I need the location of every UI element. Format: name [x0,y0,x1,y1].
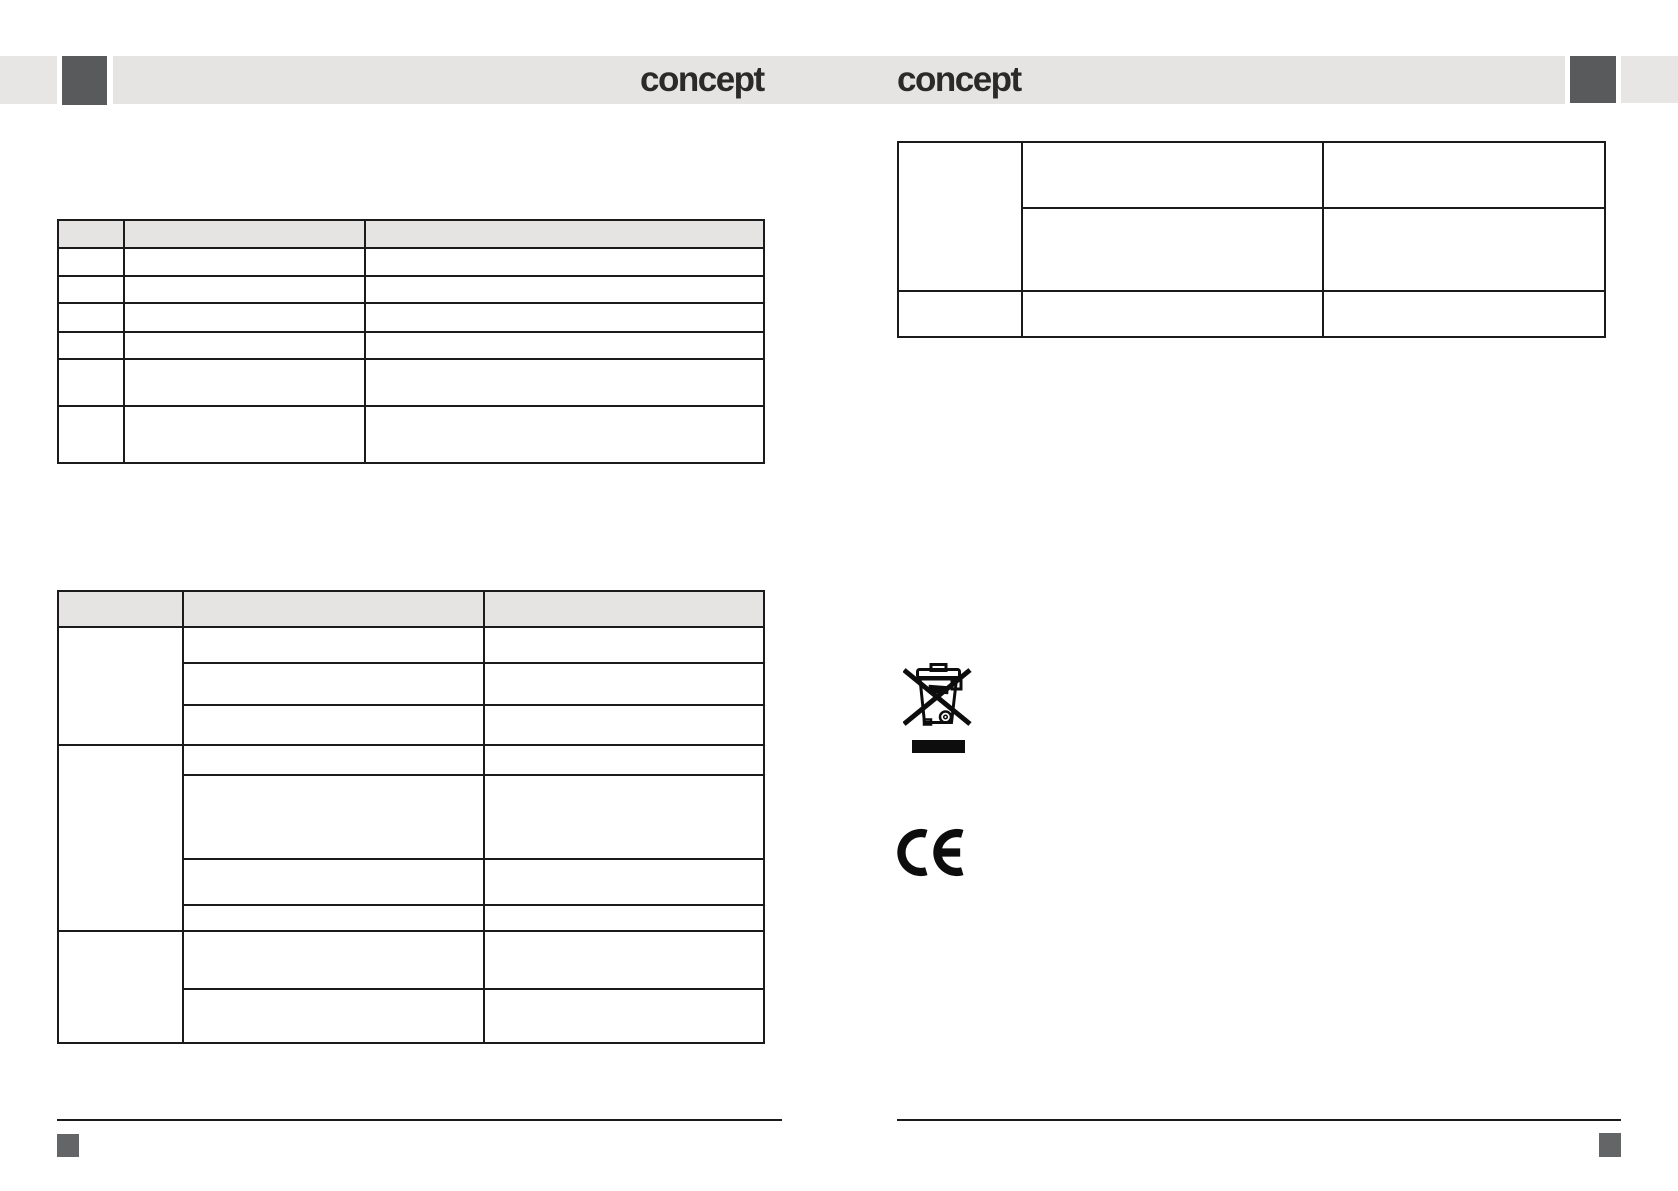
table-cell [57,358,125,407]
group-label-cell [57,626,184,746]
masthead-square-left [62,56,107,105]
table-cell [364,302,765,333]
header-cell [483,590,765,628]
table-cell [182,662,485,706]
table-cell [1021,290,1324,338]
table-cell [1021,207,1324,292]
table-cell [483,744,765,776]
header-cell [123,219,366,249]
table-cell [483,704,765,746]
table-cell [483,662,765,706]
table-cell [483,930,765,990]
table-cell [57,331,125,360]
table-cell [123,302,366,333]
concept-logo-right: concept [897,60,1022,99]
table-cell [1322,141,1606,209]
table-cell [364,247,765,277]
left-bottom-table [57,590,765,1044]
table-cell [364,275,765,304]
table-cell [483,988,765,1044]
group-label-cell [897,141,1023,292]
table-cell [182,930,485,990]
masthead-square-right [1570,56,1616,103]
masthead-band [113,56,1565,104]
ce-mark-icon [896,828,966,877]
table-cell [483,904,765,932]
table-cell [1322,207,1606,292]
table-cell [1322,290,1606,338]
header-cell [57,219,125,249]
table-cell [483,774,765,860]
concept-logo-left: concept [640,60,765,99]
table-cell [182,988,485,1044]
table-cell [123,275,366,304]
header-cell [182,590,485,628]
header-cell [57,590,184,628]
table-cell [182,744,485,776]
right-top-table [897,141,1606,338]
table-cell [57,275,125,304]
table-cell [1021,141,1324,209]
table-cell [182,774,485,860]
group-label-cell [57,930,184,1044]
table-cell [57,405,125,464]
table-cell [182,626,485,664]
group-label-cell [57,744,184,932]
table-cell [364,405,765,464]
table-cell [182,858,485,906]
table-cell [364,331,765,360]
footer-square-left [57,1134,79,1157]
table-cell [483,858,765,906]
table-cell [57,302,125,333]
table-cell [123,331,366,360]
table-cell [897,290,1023,338]
masthead-corner-block-right [1621,56,1678,103]
table-cell [57,247,125,277]
footer-rule-right [897,1119,1621,1121]
table-cell [123,405,366,464]
table-cell [182,704,485,746]
table-cell [123,358,366,407]
masthead-corner-block-left [0,56,57,104]
footer-square-right [1599,1133,1621,1157]
table-cell [364,358,765,407]
footer-rule-left [57,1119,782,1121]
table-cell [483,626,765,664]
left-top-table [57,219,765,464]
header-cell [364,219,765,249]
weee-black-bar [912,740,965,753]
table-cell [123,247,366,277]
weee-crossed-out-bin-icon [902,663,973,727]
table-cell [182,904,485,932]
